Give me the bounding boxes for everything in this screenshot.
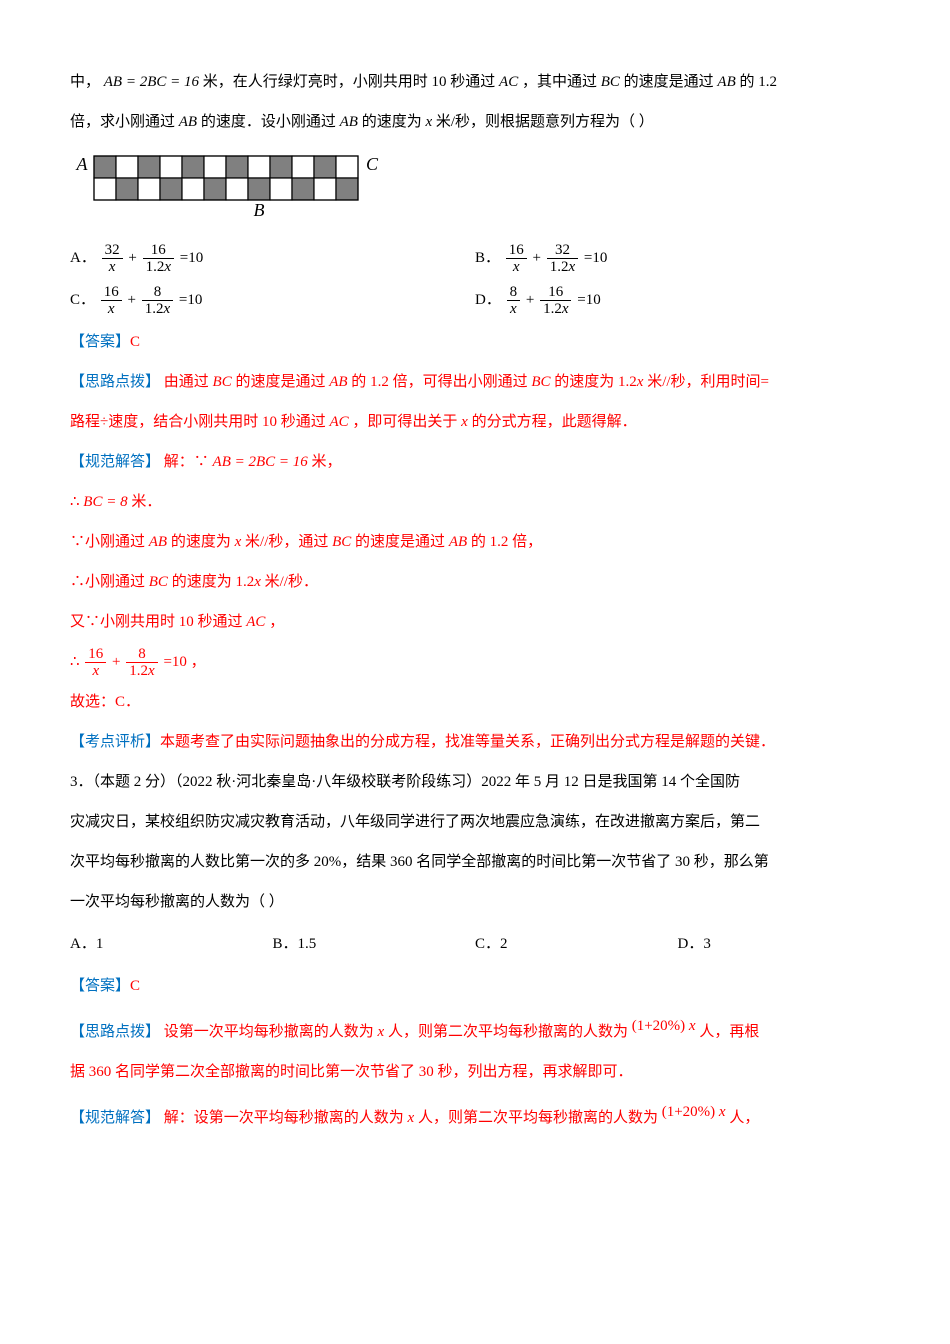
q2-stem-line1: 中， AB = 2BC = 16 米，在人行绿灯亮时，小刚共用时 10 秒通过 …: [70, 64, 880, 100]
q2-choices-row2: C． 16x + 81.2x =10 D． 8x + 161.2x =10: [70, 282, 880, 318]
q2-sol-line2: ∴ BC = 8 米．: [70, 484, 880, 520]
q3-choice-d: D．3: [678, 926, 881, 962]
q3-stem-line1: 3．（本题 2 分）（2022 秋·河北秦皇岛·八年级校联考阶段练习）2022 …: [70, 764, 880, 800]
q2-review: 【考点评析】本题考查了由实际问题抽象出的分成方程，找准等量关系，正确列出分式方程…: [70, 724, 880, 760]
q2-sol-line7: 故选：C．: [70, 684, 880, 720]
q2-sol-line6: ∴ 16x + 81.2x =10 ，: [70, 644, 880, 680]
q3-choices: A．1 B．1.5 C．2 D．3: [70, 926, 880, 962]
q2-answer: 【答案】C: [70, 324, 880, 360]
q3-choice-a: A．1: [70, 926, 273, 962]
q2-choice-a: A． 32x + 161.2x =10: [70, 240, 475, 276]
q2-hint-line1: 【思路点拨】 由通过 BC 的速度是通过 AB 的 1.2 倍，可得出小刚通过 …: [70, 364, 880, 400]
q2-sol-line3: ∵小刚通过 AB 的速度为 x 米//秒，通过 BC 的速度是通过 AB 的 1…: [70, 524, 880, 560]
q2-sol-line1: 【规范解答】 解：∵ AB = 2BC = 16 米，: [70, 444, 880, 480]
q2-choice-d: D． 8x + 161.2x =10: [475, 282, 880, 318]
q3-answer: 【答案】C: [70, 968, 880, 1004]
q2-hint-line2: 路程÷速度，结合小刚共用时 10 秒通过 AC ，即可得出关于 x 的分式方程，…: [70, 404, 880, 440]
q2-sol-line5: 又∵小刚共用时 10 秒通过 AC ，: [70, 604, 880, 640]
q3-hint-line1: 【思路点拨】 设第一次平均每秒撤离的人数为 x 人，则第二次平均每秒撤离的人数为…: [70, 1008, 880, 1050]
crosswalk-grid: A C B: [70, 150, 880, 222]
q3-stem-line4: 一次平均每秒撤离的人数为（ ）: [70, 884, 880, 920]
q2-stem-line2: 倍，求小刚通过 AB 的速度．设小刚通过 AB 的速度为 x 米/秒，则根据题意…: [70, 104, 880, 140]
svg-text:A: A: [76, 154, 89, 174]
q3-stem-line3: 次平均每秒撤离的人数比第一次的多 20%，结果 360 名同学全部撤离的时间比第…: [70, 844, 880, 880]
q2-sol-line4: ∴小刚通过 BC 的速度为 1.2x 米//秒．: [70, 564, 880, 600]
q3-stem-line2: 灾减灾日，某校组织防灾减灾教育活动，八年级同学进行了两次地震应急演练，在改进撤离…: [70, 804, 880, 840]
q2-choices-row1: A． 32x + 161.2x =10 B． 16x + 321.2x =10: [70, 240, 880, 276]
q2-choice-b: B． 16x + 321.2x =10: [475, 240, 880, 276]
svg-text:B: B: [254, 200, 265, 220]
q3-choice-b: B．1.5: [273, 926, 476, 962]
q3-choice-c: C．2: [475, 926, 678, 962]
q2-choice-c: C． 16x + 81.2x =10: [70, 282, 475, 318]
svg-text:C: C: [366, 154, 379, 174]
q3-sol-line1: 【规范解答】 解：设第一次平均每秒撤离的人数为 x 人，则第二次平均每秒撤离的人…: [70, 1094, 880, 1136]
q3-hint-line2: 据 360 名同学第二次全部撤离的时间比第一次节省了 30 秒，列出方程，再求解…: [70, 1054, 880, 1090]
